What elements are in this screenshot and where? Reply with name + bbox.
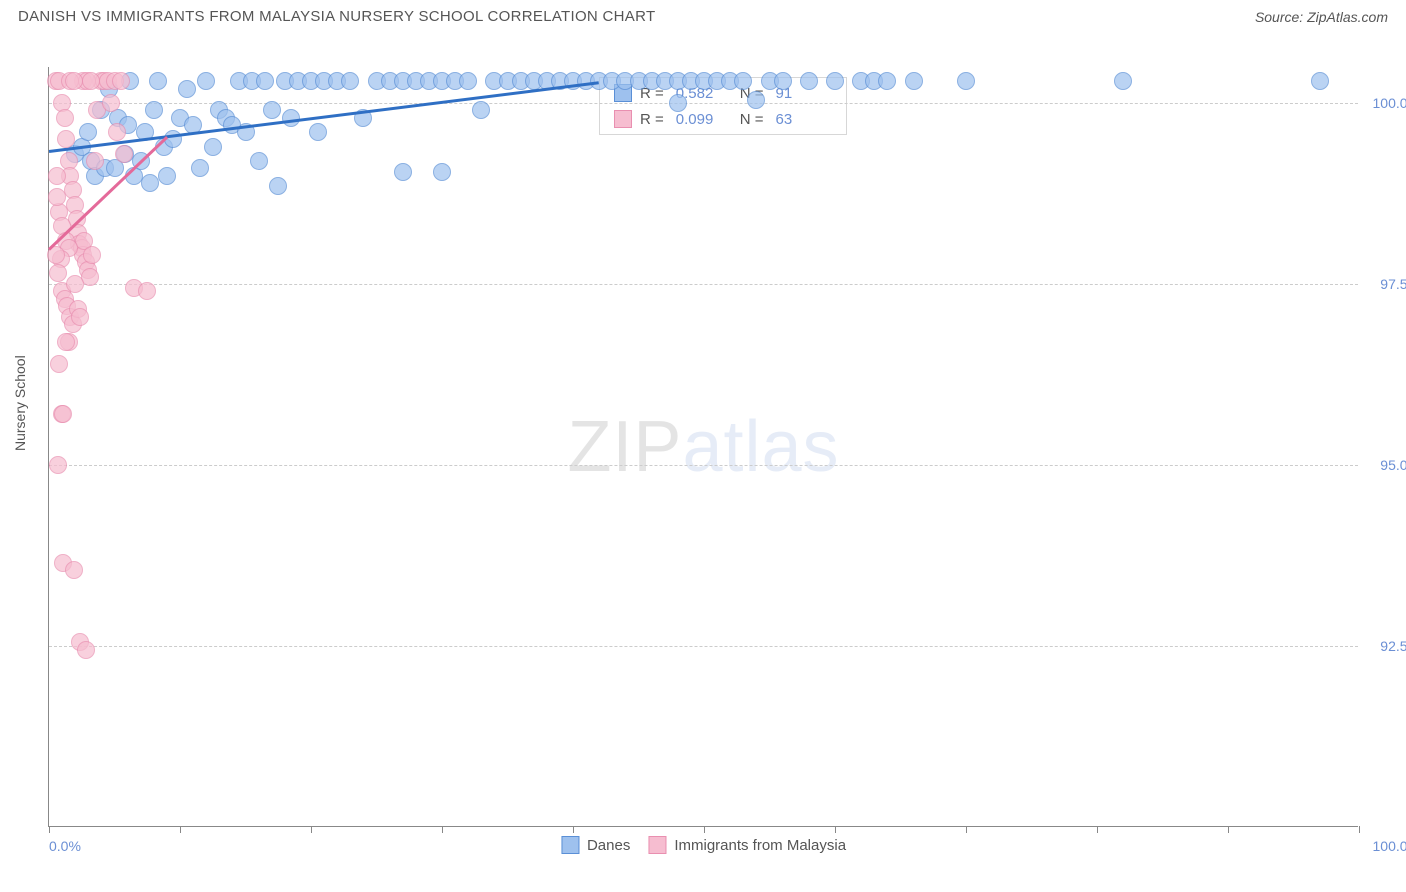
scatter-point-danes bbox=[734, 72, 752, 90]
x-axis-max-label: 100.0% bbox=[1373, 838, 1406, 854]
scatter-point-danes bbox=[394, 163, 412, 181]
scatter-point-danes bbox=[826, 72, 844, 90]
scatter-point-malaysia bbox=[115, 145, 133, 163]
scatter-point-malaysia bbox=[83, 246, 101, 264]
x-tick bbox=[1097, 826, 1098, 833]
x-tick bbox=[1359, 826, 1360, 833]
scatter-plot: ZIPatlas R = 0.582 N = 91 R = 0.099 N = … bbox=[48, 67, 1358, 827]
scatter-point-danes bbox=[263, 101, 281, 119]
chart-header: DANISH VS IMMIGRANTS FROM MALAYSIA NURSE… bbox=[0, 0, 1406, 31]
x-axis-min-label: 0.0% bbox=[49, 838, 81, 854]
scatter-point-malaysia bbox=[138, 282, 156, 300]
x-tick bbox=[180, 826, 181, 833]
scatter-point-malaysia bbox=[112, 72, 130, 90]
scatter-point-danes bbox=[309, 123, 327, 141]
scatter-point-danes bbox=[774, 72, 792, 90]
scatter-point-danes bbox=[141, 174, 159, 192]
scatter-point-malaysia bbox=[65, 72, 83, 90]
x-tick bbox=[835, 826, 836, 833]
legend-item-danes: Danes bbox=[561, 836, 630, 854]
scatter-point-malaysia bbox=[49, 456, 67, 474]
scatter-point-danes bbox=[341, 72, 359, 90]
scatter-point-danes bbox=[1311, 72, 1329, 90]
swatch-malaysia bbox=[614, 110, 632, 128]
scatter-point-malaysia bbox=[65, 561, 83, 579]
scatter-point-malaysia bbox=[86, 152, 104, 170]
scatter-point-malaysia bbox=[57, 333, 75, 351]
scatter-point-malaysia bbox=[54, 405, 72, 423]
scatter-point-danes bbox=[800, 72, 818, 90]
scatter-point-danes bbox=[178, 80, 196, 98]
n-value-malaysia: 63 bbox=[776, 111, 832, 128]
gridline-h bbox=[49, 284, 1358, 285]
scatter-point-danes bbox=[905, 72, 923, 90]
x-tick bbox=[1228, 826, 1229, 833]
x-tick bbox=[966, 826, 967, 833]
scatter-point-danes bbox=[145, 101, 163, 119]
scatter-point-malaysia bbox=[57, 130, 75, 148]
scatter-point-malaysia bbox=[77, 641, 95, 659]
scatter-point-danes bbox=[669, 94, 687, 112]
scatter-point-danes bbox=[204, 138, 222, 156]
legend-item-malaysia: Immigrants from Malaysia bbox=[648, 836, 846, 854]
scatter-point-malaysia bbox=[48, 167, 66, 185]
scatter-point-malaysia bbox=[50, 355, 68, 373]
legend-row-malaysia: R = 0.099 N = 63 bbox=[600, 106, 846, 132]
scatter-point-danes bbox=[197, 72, 215, 90]
series-legend: Danes Immigrants from Malaysia bbox=[561, 836, 846, 854]
x-tick bbox=[573, 826, 574, 833]
scatter-point-danes bbox=[79, 123, 97, 141]
gridline-h bbox=[49, 646, 1358, 647]
scatter-point-danes bbox=[472, 101, 490, 119]
legend-label-malaysia: Immigrants from Malaysia bbox=[674, 837, 846, 854]
swatch-danes bbox=[561, 836, 579, 854]
scatter-point-danes bbox=[191, 159, 209, 177]
scatter-point-malaysia bbox=[108, 123, 126, 141]
scatter-point-danes bbox=[158, 167, 176, 185]
y-tick-label: 92.5% bbox=[1380, 638, 1406, 654]
r-value-malaysia: 0.099 bbox=[676, 111, 732, 128]
scatter-point-danes bbox=[433, 163, 451, 181]
y-tick-label: 100.0% bbox=[1373, 95, 1406, 111]
watermark-zip: ZIP bbox=[567, 407, 682, 487]
scatter-point-danes bbox=[957, 72, 975, 90]
r-label: R = bbox=[640, 111, 664, 128]
scatter-point-malaysia bbox=[56, 109, 74, 127]
x-tick bbox=[704, 826, 705, 833]
x-tick bbox=[442, 826, 443, 833]
scatter-point-danes bbox=[250, 152, 268, 170]
scatter-point-malaysia bbox=[82, 72, 100, 90]
chart-title: DANISH VS IMMIGRANTS FROM MALAYSIA NURSE… bbox=[18, 8, 655, 25]
y-tick-label: 97.5% bbox=[1380, 276, 1406, 292]
swatch-malaysia bbox=[648, 836, 666, 854]
scatter-point-danes bbox=[1114, 72, 1132, 90]
n-label: N = bbox=[740, 111, 764, 128]
scatter-point-danes bbox=[878, 72, 896, 90]
scatter-point-malaysia bbox=[71, 308, 89, 326]
scatter-point-danes bbox=[149, 72, 167, 90]
legend-label-danes: Danes bbox=[587, 837, 630, 854]
scatter-point-malaysia bbox=[49, 264, 67, 282]
y-axis-label: Nursery School bbox=[12, 355, 28, 451]
scatter-point-danes bbox=[269, 177, 287, 195]
source-attribution: Source: ZipAtlas.com bbox=[1255, 9, 1388, 25]
watermark: ZIPatlas bbox=[567, 406, 839, 488]
x-tick bbox=[49, 826, 50, 833]
scatter-point-malaysia bbox=[102, 94, 120, 112]
scatter-point-danes bbox=[747, 91, 765, 109]
gridline-h bbox=[49, 103, 1358, 104]
y-tick-label: 95.0% bbox=[1380, 457, 1406, 473]
scatter-point-danes bbox=[282, 109, 300, 127]
scatter-point-danes bbox=[256, 72, 274, 90]
scatter-point-malaysia bbox=[66, 275, 84, 293]
gridline-h bbox=[49, 465, 1358, 466]
scatter-point-malaysia bbox=[48, 188, 66, 206]
x-tick bbox=[311, 826, 312, 833]
scatter-point-danes bbox=[459, 72, 477, 90]
watermark-atlas: atlas bbox=[682, 407, 839, 487]
